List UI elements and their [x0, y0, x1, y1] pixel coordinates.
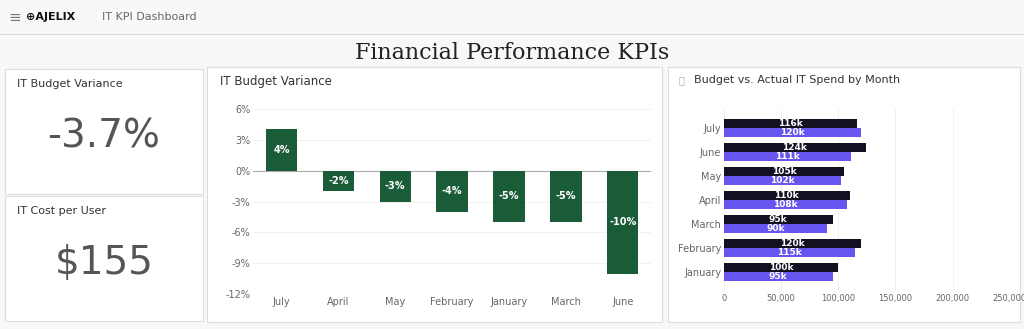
Text: -3%: -3%: [385, 181, 406, 191]
Text: -3.7%: -3.7%: [47, 117, 161, 156]
Bar: [724, 128, 861, 137]
Bar: [266, 129, 297, 170]
Bar: [494, 170, 524, 222]
Text: 95k: 95k: [769, 215, 787, 224]
Text: IT Cost per User: IT Cost per User: [17, 206, 105, 216]
Text: 124k: 124k: [782, 143, 807, 152]
Text: 4%: 4%: [273, 145, 290, 155]
Bar: [724, 143, 865, 152]
Text: Budget vs. Actual IT Spend by Month: Budget vs. Actual IT Spend by Month: [694, 75, 900, 85]
Bar: [724, 200, 848, 209]
Text: IT Budget Variance: IT Budget Variance: [220, 75, 333, 88]
Bar: [436, 170, 468, 212]
Text: -10%: -10%: [609, 217, 637, 227]
Bar: [607, 170, 638, 274]
Text: -2%: -2%: [328, 176, 348, 186]
Text: 105k: 105k: [772, 167, 797, 176]
Text: 100k: 100k: [769, 263, 794, 272]
Text: 120k: 120k: [780, 128, 805, 137]
Text: Financial Performance KPIs: Financial Performance KPIs: [355, 42, 669, 63]
Text: 102k: 102k: [770, 176, 795, 185]
Text: 120k: 120k: [780, 239, 805, 248]
Bar: [323, 170, 354, 191]
Text: 108k: 108k: [773, 200, 798, 209]
Bar: [724, 176, 841, 185]
Bar: [724, 248, 855, 257]
Text: IT Budget Variance: IT Budget Variance: [17, 79, 123, 89]
Bar: [724, 272, 833, 281]
Bar: [724, 239, 861, 248]
Text: 90k: 90k: [766, 224, 784, 233]
Bar: [724, 119, 856, 128]
FancyBboxPatch shape: [5, 196, 203, 321]
FancyBboxPatch shape: [5, 69, 203, 194]
Text: -4%: -4%: [441, 186, 463, 196]
Bar: [724, 215, 833, 224]
Text: 116k: 116k: [778, 119, 803, 128]
Text: 110k: 110k: [774, 191, 799, 200]
Text: -5%: -5%: [499, 191, 519, 201]
Text: 95k: 95k: [769, 272, 787, 281]
Text: 111k: 111k: [775, 152, 800, 161]
Bar: [724, 224, 826, 233]
Text: ⊕AJELIX: ⊕AJELIX: [26, 12, 75, 22]
Bar: [724, 263, 839, 272]
FancyBboxPatch shape: [668, 67, 1020, 322]
Text: ≡: ≡: [8, 10, 20, 25]
Text: -5%: -5%: [556, 191, 577, 201]
Text: $155: $155: [54, 244, 154, 282]
Text: IT KPI Dashboard: IT KPI Dashboard: [102, 12, 197, 22]
Bar: [724, 152, 851, 161]
Text: ⓘ: ⓘ: [678, 75, 684, 85]
Bar: [550, 170, 582, 222]
Text: 115k: 115k: [777, 248, 802, 257]
Bar: [724, 167, 844, 176]
Bar: [724, 191, 850, 200]
Bar: [380, 170, 411, 201]
FancyBboxPatch shape: [207, 67, 662, 322]
